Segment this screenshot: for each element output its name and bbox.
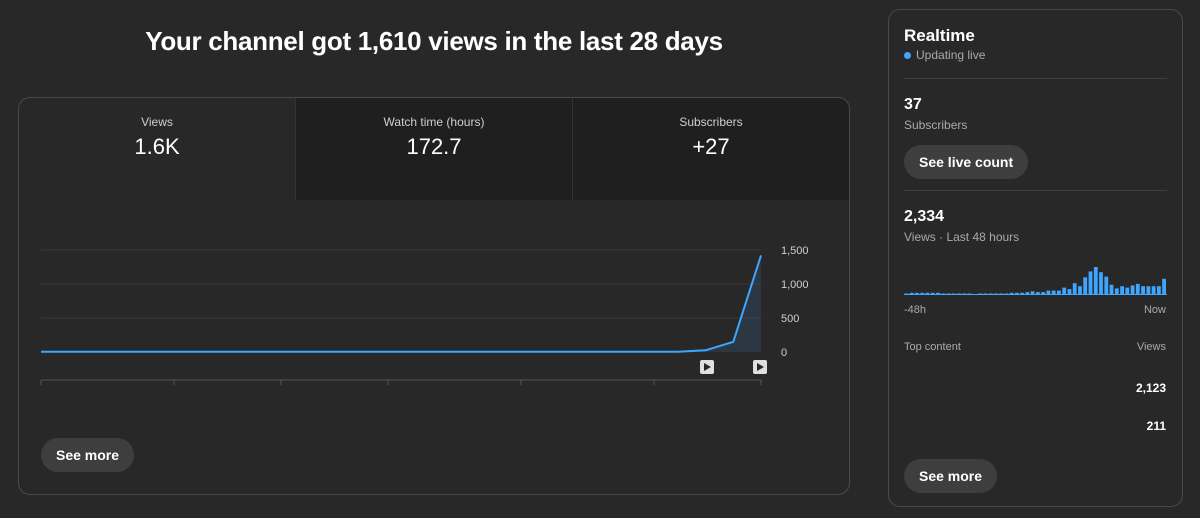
realtime-bar — [1099, 272, 1103, 295]
metric-label: Subscribers — [679, 115, 743, 129]
realtime-bar — [1046, 290, 1051, 295]
realtime-bar — [1141, 286, 1145, 295]
realtime-bar — [1114, 288, 1119, 295]
realtime-bar — [915, 292, 919, 295]
metric-value: 1.6K — [134, 134, 180, 159]
realtime-bar — [925, 292, 930, 295]
page-headline: Your channel got 1,610 views in the last… — [145, 26, 723, 56]
realtime-card: Realtime Updating live 37 Subscribers Se… — [888, 9, 1183, 507]
realtime-bar — [1104, 276, 1109, 295]
realtime-title: Realtime — [904, 26, 975, 45]
top-content-views-value: 211 — [1146, 419, 1166, 433]
divider — [904, 190, 1167, 191]
realtime-bar — [1025, 292, 1030, 295]
realtime-bar — [1162, 278, 1166, 295]
metric-label: Views — [141, 115, 173, 129]
realtime-bar — [1135, 283, 1140, 295]
realtime-bar — [1051, 290, 1056, 295]
subscriber-label: Subscribers — [904, 118, 968, 132]
realtime-bar — [1015, 292, 1019, 295]
divider — [904, 78, 1167, 79]
realtime-bar — [920, 292, 925, 295]
realtime-bar — [936, 292, 940, 295]
realtime-bar — [909, 292, 914, 295]
video-upload-marker-icon[interactable] — [753, 360, 767, 374]
metric-tabs: Views 1.6K Watch time (hours) 172.7 Subs… — [19, 98, 849, 200]
realtime-bar — [1078, 286, 1082, 295]
metric-value: +27 — [692, 134, 730, 159]
realtime-bar — [1109, 284, 1114, 295]
channel-overview-card: Views 1.6K Watch time (hours) 172.7 Subs… — [18, 97, 850, 495]
realtime-bar — [1020, 292, 1024, 295]
realtime-bar — [1062, 287, 1067, 295]
realtime-bar — [1041, 292, 1046, 295]
views-chart: 1,500 1,000 500 0 — [19, 200, 849, 400]
y-tick-label: 0 — [781, 347, 787, 359]
realtime-bar — [1130, 285, 1135, 295]
y-tick-label: 1,000 — [781, 279, 809, 291]
top-content-views-label: Views — [1136, 341, 1166, 353]
realtime-bar — [1157, 286, 1161, 295]
video-upload-marker-icon[interactable] — [700, 360, 714, 374]
metric-label: Watch time (hours) — [383, 115, 485, 129]
realtime-see-more-button[interactable]: See more — [904, 459, 998, 493]
realtime-bar — [1036, 292, 1040, 295]
views-48h-label: Views · Last 48 hours — [904, 230, 1020, 244]
overview-see-more-button[interactable]: See more — [41, 438, 135, 472]
top-content-label: Top content — [904, 341, 961, 353]
metric-value: 172.7 — [406, 134, 462, 159]
top-content-views-value: 2,123 — [1135, 381, 1166, 395]
realtime-bar — [1088, 271, 1093, 295]
realtime-bar — [1057, 290, 1061, 295]
tab-subscribers[interactable]: Subscribers +27 — [572, 98, 849, 200]
realtime-bar — [1151, 286, 1156, 295]
realtime-views-bar-chart — [904, 267, 1167, 295]
views-chart-svg: 1,500 1,000 500 0 — [40, 245, 809, 385]
views-line — [41, 255, 762, 353]
views-48h-count: 2,334 — [904, 208, 945, 225]
spark-axis-start: -48h — [904, 304, 927, 316]
realtime-bar — [1146, 286, 1151, 295]
y-tick-label: 1,500 — [781, 245, 809, 257]
realtime-bar — [1072, 283, 1077, 295]
realtime-bar — [930, 292, 935, 295]
views-area — [41, 255, 761, 352]
realtime-bar — [1093, 267, 1098, 295]
live-dot-icon — [904, 51, 911, 59]
realtime-bar — [1125, 287, 1130, 295]
realtime-bar — [1120, 286, 1124, 295]
y-tick-label: 500 — [781, 313, 799, 325]
realtime-bar — [1009, 292, 1014, 295]
see-live-count-button[interactable]: See live count — [904, 145, 1029, 179]
realtime-bar — [1083, 277, 1088, 295]
realtime-bar — [1030, 291, 1035, 295]
realtime-status-text: Updating live — [916, 48, 986, 62]
realtime-status: Updating live — [904, 48, 985, 62]
subscriber-count: 37 — [904, 96, 922, 113]
tab-views[interactable]: Views 1.6K — [19, 98, 295, 200]
spark-axis-end: Now — [1143, 304, 1166, 316]
realtime-bar — [1067, 289, 1072, 295]
tab-watch-time[interactable]: Watch time (hours) 172.7 — [295, 98, 572, 200]
